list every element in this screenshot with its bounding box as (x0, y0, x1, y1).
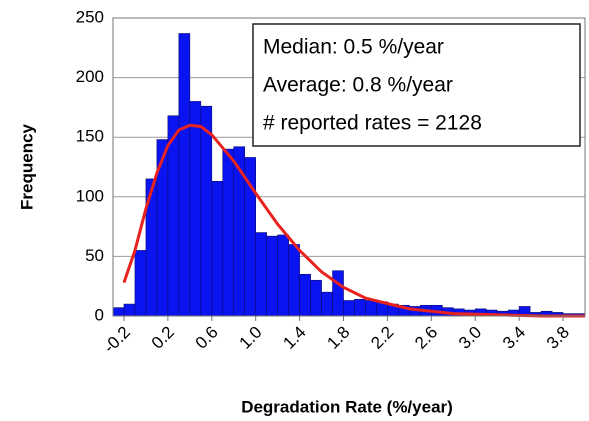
fit-curve (122, 123, 585, 318)
x-tick-label: 0.2 (148, 323, 178, 353)
bar (211, 181, 224, 317)
bar (332, 270, 344, 317)
bar (266, 235, 278, 317)
x-tick-label: 0.6 (192, 323, 222, 353)
x-tick-label: 1.0 (236, 323, 266, 353)
bar (200, 105, 213, 317)
x-tick-label: 3.4 (499, 323, 529, 353)
bar (343, 300, 355, 317)
y-tick-label: 100 (76, 186, 104, 205)
annotation-box (252, 23, 581, 147)
x-tick-label: 3.0 (455, 323, 485, 353)
bar (365, 300, 377, 317)
bar (178, 33, 191, 317)
bar (321, 291, 333, 317)
x-tick-label: -0.2 (100, 323, 134, 357)
bar (255, 232, 267, 317)
annotation: Median: 0.5 %/year (263, 36, 444, 59)
y-tick-label: 50 (85, 246, 104, 265)
x-tick-label: 3.8 (543, 323, 573, 353)
bar (299, 273, 311, 317)
bar (123, 303, 136, 317)
x-tick-label: 2.2 (367, 323, 397, 353)
y-tick-label: 200 (76, 67, 104, 86)
x-tick-label: 1.4 (279, 323, 309, 353)
x-tick-label: 1.8 (323, 323, 353, 353)
plot-border (112, 17, 586, 317)
bar (112, 307, 125, 317)
bar (277, 234, 289, 317)
bar (288, 244, 300, 317)
bar (134, 250, 147, 317)
y-tick-label: 0 (95, 305, 104, 324)
y-tick-label: 150 (76, 127, 104, 146)
y-axis-label: Frequency (17, 123, 36, 210)
x-tick-label: 2.6 (411, 323, 441, 353)
x-axis-label: Degradation Rate (%/year) (241, 397, 453, 416)
bar (222, 148, 235, 317)
bar (354, 299, 366, 317)
bar (310, 279, 322, 317)
annotation: Average: 0.8 %/year (263, 74, 453, 97)
annotation: # reported rates = 2128 (263, 112, 482, 135)
bar (189, 101, 202, 317)
y-tick-label: 250 (76, 7, 104, 26)
